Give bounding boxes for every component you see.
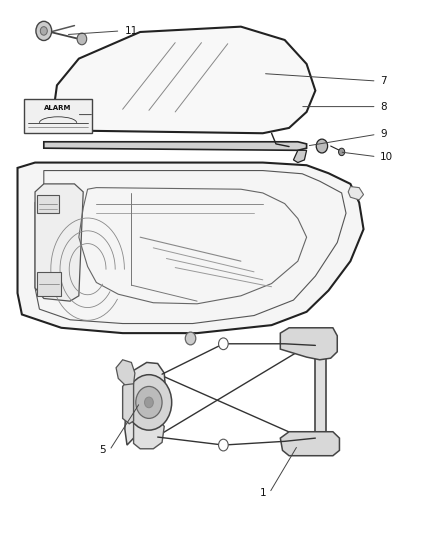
Circle shape (316, 139, 328, 153)
Text: ALARM: ALARM (44, 106, 72, 111)
Circle shape (40, 27, 47, 35)
Circle shape (219, 338, 228, 350)
Text: 11: 11 (125, 26, 138, 36)
Text: 10: 10 (380, 152, 393, 161)
Circle shape (126, 375, 172, 430)
Circle shape (77, 33, 87, 45)
Polygon shape (37, 195, 59, 213)
Polygon shape (134, 418, 164, 449)
Circle shape (36, 21, 52, 41)
Polygon shape (315, 341, 326, 450)
Polygon shape (18, 163, 364, 333)
FancyBboxPatch shape (24, 99, 92, 133)
Text: 8: 8 (380, 102, 387, 111)
Polygon shape (293, 150, 307, 163)
Polygon shape (280, 328, 337, 360)
Polygon shape (123, 378, 134, 424)
Text: 1: 1 (260, 488, 266, 498)
Polygon shape (44, 142, 307, 150)
Polygon shape (37, 272, 61, 296)
Polygon shape (116, 360, 135, 385)
Polygon shape (348, 187, 364, 200)
Circle shape (145, 397, 153, 408)
Circle shape (339, 148, 345, 156)
Polygon shape (280, 432, 339, 456)
Circle shape (219, 439, 228, 451)
Polygon shape (125, 362, 166, 445)
Text: 9: 9 (380, 130, 387, 139)
Circle shape (185, 332, 196, 345)
Polygon shape (53, 27, 315, 133)
Circle shape (136, 386, 162, 418)
Text: 7: 7 (380, 76, 387, 86)
Text: 5: 5 (99, 446, 106, 455)
Polygon shape (35, 184, 83, 301)
